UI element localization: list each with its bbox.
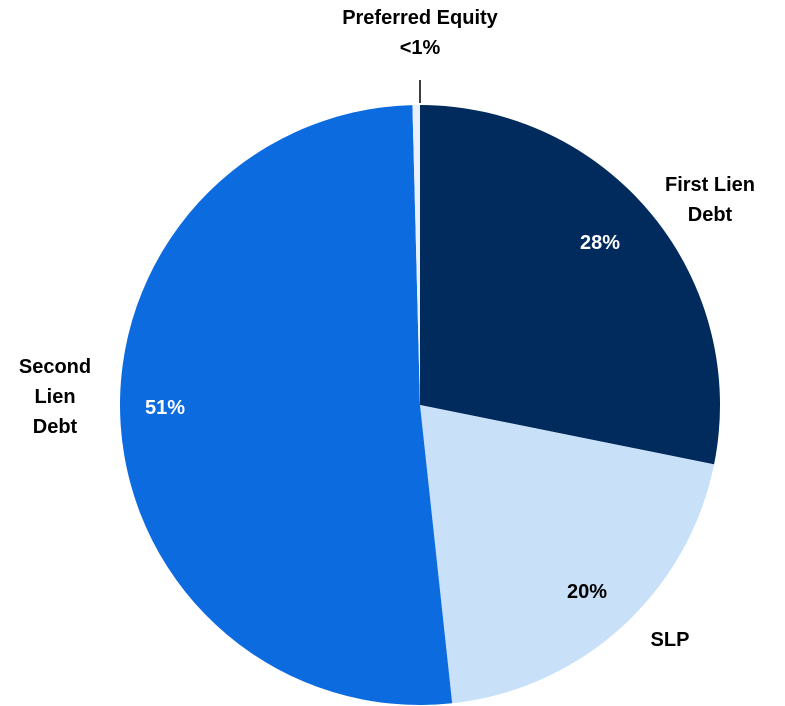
category-label: Second Lien Debt <box>18 356 92 438</box>
category-label: SLP <box>650 629 690 651</box>
value-label: <1% <box>399 37 441 59</box>
category-label: Preferred Equity <box>342 7 498 29</box>
category-label: First Lien Debt <box>664 174 755 226</box>
pie-slice <box>420 105 721 465</box>
value-label: 28% <box>579 232 621 254</box>
pie-slice <box>412 105 420 405</box>
pie-slice <box>120 105 453 705</box>
value-label: 20% <box>566 581 608 603</box>
pie-slice <box>420 405 715 704</box>
value-label: 51% <box>144 397 186 419</box>
